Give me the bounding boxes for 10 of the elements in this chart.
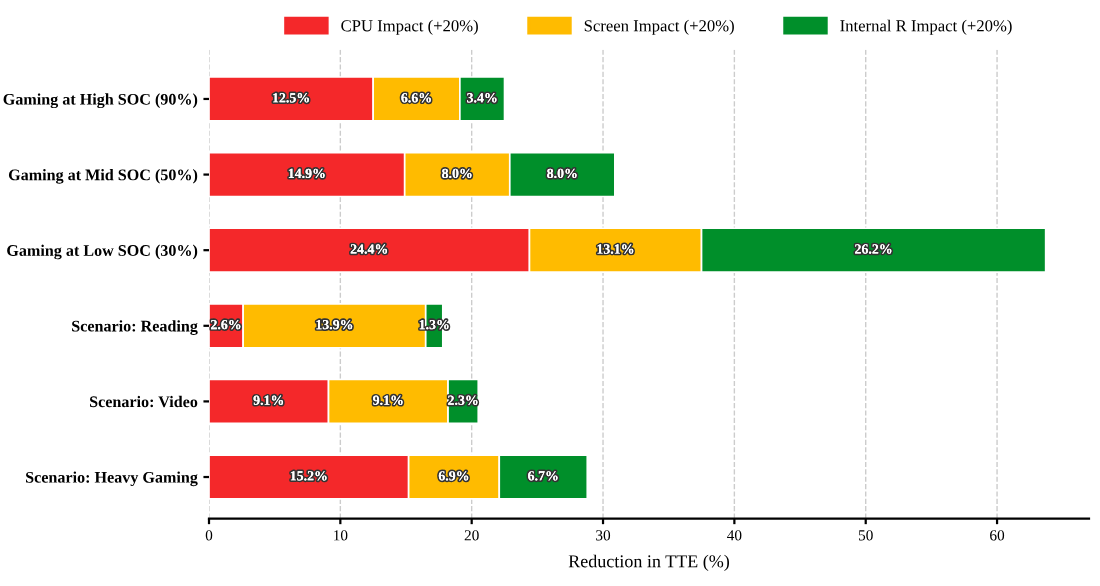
y-tick-label: Scenario: Heavy Gaming: [26, 471, 198, 487]
legend-label: Internal R Impact (+20%): [840, 19, 1012, 35]
x-axis-title: Reduction in TTE (%): [568, 554, 730, 572]
legend-label: Screen Impact (+20%): [584, 19, 734, 35]
y-tick-label: Gaming at Low SOC (30%): [7, 244, 198, 260]
y-tick-label: Scenario: Video: [90, 395, 198, 408]
y-tick-label: Gaming at Mid SOC (50%): [8, 168, 198, 184]
legend-label: CPU Impact (+20%): [341, 19, 478, 35]
y-tick-label: Scenario: Reading: [72, 320, 198, 335]
y-tick-label: Gaming at High SOC (90%): [3, 93, 198, 109]
